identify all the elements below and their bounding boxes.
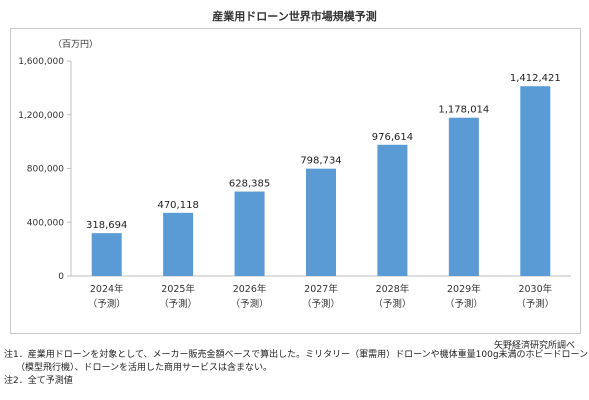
x-tick-label: 2026年 [233,283,267,295]
data-label: 470,118 [157,200,198,211]
x-tick-sublabel: （予測） [373,298,411,310]
x-tick-label: 2028年 [376,283,410,295]
data-label: 1,178,014 [438,105,489,116]
x-tick-sublabel: （予測） [302,298,340,310]
x-tick-sublabel: （予測） [516,298,554,310]
x-tick-label: 2030年 [518,283,552,295]
bar [520,86,551,276]
bar [306,168,336,276]
y-tick-label: 1,600,000 [18,57,64,67]
y-tick-label: 1,200,000 [18,111,64,121]
bar [163,212,194,276]
data-label: 628,385 [229,179,270,190]
x-tick-label: 2025年 [161,283,195,295]
data-label: 976,614 [372,132,413,143]
footnotes: 注1．産業用ドローンを対象として、メーカー販売金額ベースで算出した。ミリタリー（… [4,349,589,388]
data-label: 318,694 [86,220,127,231]
chart-title: 産業用ドローン世界市場規模予測 [212,10,377,23]
y-tick-label: 0 [58,272,64,282]
x-tick-sublabel: （予測） [445,298,483,310]
footnote-2: 注2．全て予測値 [4,376,73,386]
footnote-1: 注1．産業用ドローンを対象として、メーカー販売金額ベースで算出した。ミリタリー（… [4,350,589,360]
bar-chart: （百万円） 0 400,000 800,000 1,200,000 1,600,000 31… [18,39,571,310]
data-label: 798,734 [300,156,341,167]
x-tick-sublabel: （予測） [231,298,269,310]
y-tick-label: 400,000 [27,218,64,228]
bar [377,144,408,276]
y-tick-label: 800,000 [27,165,64,175]
chart-frame: （百万円） 0 400,000 800,000 1,200,000 1,600,000 31… [10,28,581,334]
x-tick-label: 2027年 [304,283,338,295]
x-tick-label: 2029年 [447,283,481,295]
bar [448,117,479,276]
x-tick-sublabel: （予測） [88,298,126,310]
x-tick-label: 2024年 [90,283,124,295]
x-tick-sublabel: （予測） [159,298,197,310]
bar [91,233,122,276]
data-label: 1,412,421 [510,73,561,84]
bar [234,191,265,276]
y-unit-label: （百万円） [53,39,98,50]
footnote-1-cont: （模型飛行機）、ドローンを活用した商用サービスは含まない。 [16,363,273,373]
source-note: 矢野経済研究所調べ [493,341,575,351]
